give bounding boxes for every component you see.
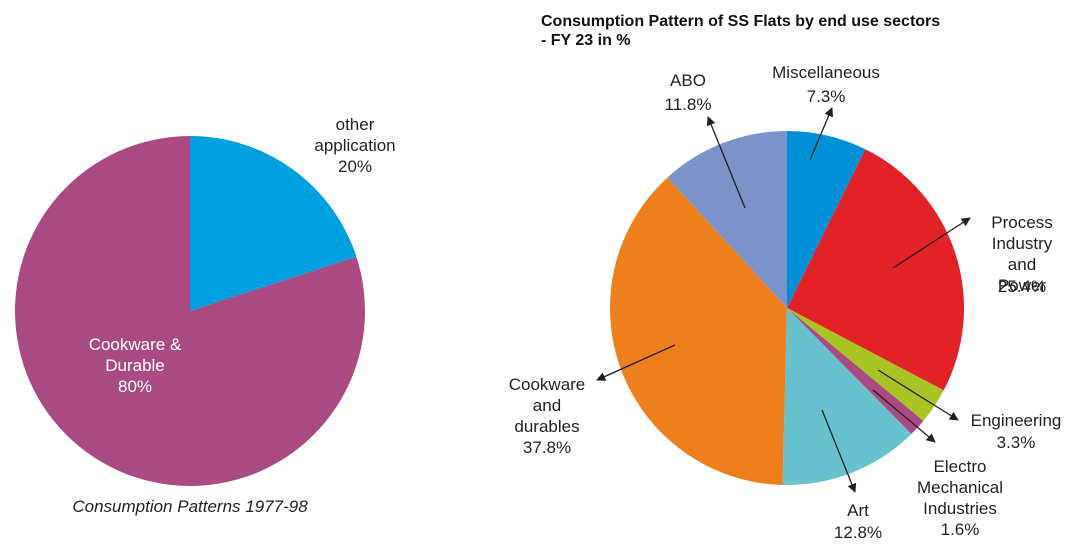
chart-title: Consumption Pattern of SS Flats by end u… [541,13,941,49]
leader-arrow [877,369,959,421]
leader-arrow [872,389,936,443]
pie-slice [609,177,787,485]
leader-arrow [821,409,857,493]
slice-label: Cookware & Durable [88,335,182,375]
value-label: 12.8% [833,523,883,542]
leader-arrow [706,116,746,209]
slice-label: Art [847,501,869,520]
slice-label: Process Industry and Power [991,213,1053,295]
value-label: 1.6% [940,520,980,539]
pie-slice [667,131,787,308]
value-label: 20% [337,157,373,176]
pie-slice [787,149,964,391]
slice-label: other application [314,115,396,155]
slice-label: ABO [670,71,706,90]
chart-title: Consumption Patterns 1977-98 [72,497,308,516]
pie-slice [787,131,866,308]
value-label: 25.4% [997,277,1047,296]
pie-slice [14,136,366,486]
leader-arrow [892,217,971,269]
pie-slice [787,308,924,434]
value-label: 80% [117,377,153,396]
slice-label: Cookware and durables [508,375,586,436]
pie-slice [782,308,912,485]
value-label: 3.3% [996,433,1036,452]
leader-arrow [809,107,833,161]
value-label: 11.8% [664,95,712,114]
slice-label: Engineering [970,411,1062,430]
slice-label: Electro Mechanical Industries [917,457,1003,518]
value-label: 7.3% [806,87,846,106]
pie-slice [190,136,357,311]
slice-label: Miscellaneous [772,63,880,82]
pie-slice [787,308,944,421]
value-label: 37.8% [522,438,572,457]
leader-arrow [596,344,676,381]
